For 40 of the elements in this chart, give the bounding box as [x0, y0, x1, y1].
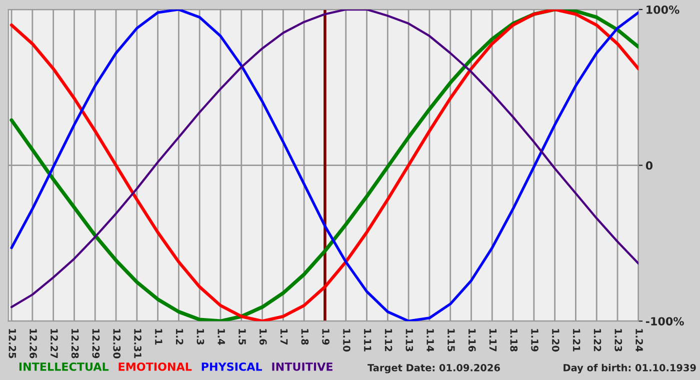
x-tick-label: 1.2	[176, 329, 184, 344]
x-tick-label: 1.23	[614, 329, 622, 352]
x-tick-label: 1.4	[218, 329, 225, 345]
x-tick-label: 1.12	[384, 329, 392, 352]
x-tick-label: 1.22	[594, 329, 602, 352]
y-tick-label: -100%	[646, 317, 684, 326]
x-tick-label: 1.14	[426, 329, 434, 352]
text: INTUITIVE	[272, 362, 332, 371]
x-tick-label: 1.15	[448, 329, 455, 352]
x-tick-label: 1.6	[259, 329, 267, 345]
x-tick-label: 1.3	[196, 329, 204, 344]
x-tick-label: 1.13	[406, 329, 414, 352]
x-tick-label: 12.26	[30, 329, 37, 358]
text: PHYSICAL	[202, 362, 262, 371]
x-tick-label: 12.30	[113, 329, 121, 358]
x-tick-label: 1.20	[552, 329, 560, 352]
text: EMOTIONAL	[118, 362, 192, 371]
x-tick-label: 1.9	[322, 329, 330, 345]
x-tick-label: 1.5	[238, 329, 246, 345]
x-tick-label: 1.10	[343, 329, 350, 352]
x-tick-label: 1.11	[364, 329, 372, 352]
x-tick-label: 12.31	[134, 329, 142, 358]
x-tick-label: 12.29	[92, 329, 100, 358]
x-tick-label: 1.1	[155, 329, 162, 345]
x-tick-label: 1.16	[468, 329, 476, 352]
x-tick-label: 1.7	[280, 329, 288, 344]
x-tick-label: 1.24	[636, 329, 643, 352]
x-tick-label: 1.19	[531, 329, 538, 352]
x-tick-label: 1.8	[301, 329, 309, 345]
text: Day of birth: 01.10.1939	[564, 364, 696, 374]
x-tick-label: 12.27	[50, 329, 58, 358]
text: INTELLECTUAL	[19, 362, 109, 371]
x-tick-label: 1.21	[573, 329, 580, 352]
text: Target Date: 01.09.2026	[368, 364, 500, 374]
y-tick-label: 0	[646, 161, 653, 170]
y-tick-label: 100%	[646, 5, 680, 14]
x-tick-label: 1.18	[510, 329, 518, 352]
x-tick-label: 12.25	[8, 329, 16, 358]
x-tick-label: 1.17	[489, 329, 497, 352]
x-tick-label: 12.28	[71, 329, 79, 358]
